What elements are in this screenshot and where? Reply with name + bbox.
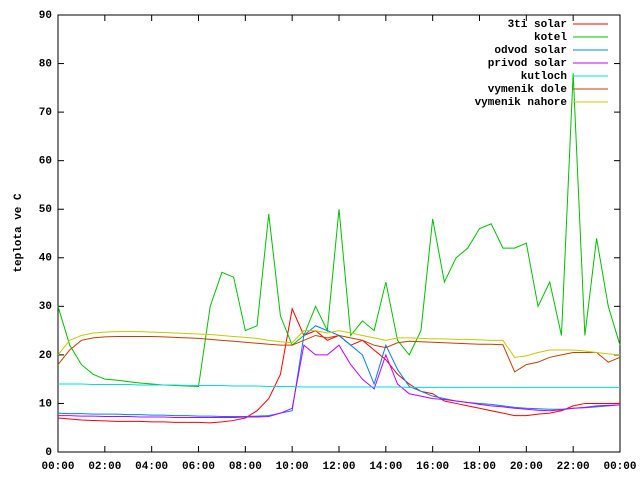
y-tick-label: 40: [39, 253, 52, 265]
x-tick-label: 08:00: [229, 461, 262, 473]
x-tick-label: 22:00: [557, 461, 590, 473]
x-tick-label: 02:00: [88, 461, 121, 473]
series-line: [57, 307, 620, 424]
x-tick-label: 00:00: [41, 461, 74, 473]
y-tick-label: 30: [39, 301, 52, 313]
legend-label: 3ti solar: [508, 19, 567, 31]
legend-label: vymenik nahore: [475, 97, 568, 109]
y-tick-label: 50: [39, 204, 52, 216]
x-tick-label: 12:00: [322, 461, 355, 473]
legend-label: kutloch: [521, 71, 567, 83]
y-tick-label: 20: [39, 350, 52, 362]
x-tick-label: 16:00: [416, 461, 449, 473]
legend-label: odvod solar: [494, 45, 567, 57]
y-axis-label: teplota ve C: [13, 193, 25, 273]
series-line: [58, 383, 620, 388]
y-tick-label: 10: [39, 398, 52, 410]
x-tick-label: 18:00: [463, 461, 496, 473]
legend-label: vymenik dole: [488, 84, 568, 96]
y-tick-label: 60: [39, 156, 52, 168]
y-tick-label: 0: [45, 447, 52, 459]
x-tick-label: 00:00: [603, 461, 636, 473]
x-tick-label: 10:00: [276, 461, 309, 473]
x-tick-label: 06:00: [182, 461, 215, 473]
series-line: [58, 344, 621, 419]
x-tick-label: 04:00: [135, 461, 168, 473]
legend-label: privod solar: [488, 58, 567, 70]
x-tick-label: 14:00: [369, 461, 402, 473]
series-line: [57, 330, 621, 358]
x-tick-label: 20:00: [510, 461, 543, 473]
y-tick-label: 90: [39, 10, 52, 22]
series-line: [57, 73, 621, 387]
y-tick-label: 80: [39, 58, 52, 70]
y-tick-label: 70: [39, 107, 52, 119]
legend-label: kotel: [534, 32, 567, 44]
series-line: [57, 334, 621, 373]
series-line: [57, 325, 621, 418]
